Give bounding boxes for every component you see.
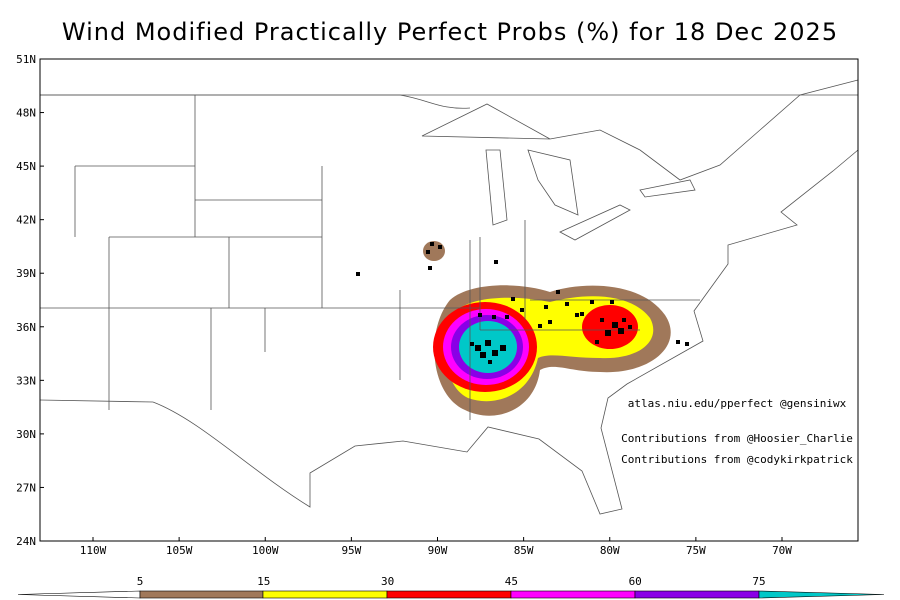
map-title: Wind Modified Practically Perfect Probs … [62, 18, 838, 46]
colorbar-label: 5 [137, 575, 144, 588]
probability-contours [423, 241, 671, 416]
longitude-labels: 110W 105W 100W 95W 90W 85W 80W 75W 70W [80, 537, 792, 557]
lat-label: 27N [16, 481, 36, 494]
credit: atlas.niu.edu/pperfect @gensiniwx [628, 397, 847, 410]
lat-label: 48N [16, 107, 36, 120]
report-dots [356, 242, 689, 364]
credit: Contributions from @Hoosier_Charlie [621, 432, 853, 445]
lat-label: 39N [16, 267, 36, 280]
lon-label: 110W [80, 544, 107, 557]
lat-label: 51N [16, 53, 36, 66]
lon-label: 85W [514, 544, 534, 557]
lat-label: 42N [16, 214, 36, 227]
lat-label: 45N [16, 160, 36, 173]
lon-label: 90W [428, 544, 448, 557]
lat-label: 30N [16, 428, 36, 441]
map-outlines [39, 79, 859, 515]
map-frame [39, 58, 859, 542]
colorbar [17, 590, 885, 599]
colorbar-label: 75 [752, 575, 765, 588]
colorbar-label: 45 [505, 575, 518, 588]
credit: Contributions from @codykirkpatrick [621, 453, 853, 466]
lon-label: 70W [772, 544, 792, 557]
lat-label: 36N [16, 321, 36, 334]
lon-label: 95W [341, 544, 361, 557]
colorbar-label: 15 [257, 575, 270, 588]
lon-label: 100W [252, 544, 279, 557]
latitude-labels: 51N 48N 45N 42N 39N 36N 33N 30N 27N 24N [16, 53, 44, 548]
colorbar-labels: 5 15 30 45 60 75 [137, 575, 766, 588]
lon-label: 80W [600, 544, 620, 557]
lat-label: 33N [16, 374, 36, 387]
lon-label: 75W [686, 544, 706, 557]
lat-label: 24N [16, 535, 36, 548]
lon-label: 105W [166, 544, 193, 557]
colorbar-label: 30 [381, 575, 394, 588]
colorbar-label: 60 [629, 575, 642, 588]
